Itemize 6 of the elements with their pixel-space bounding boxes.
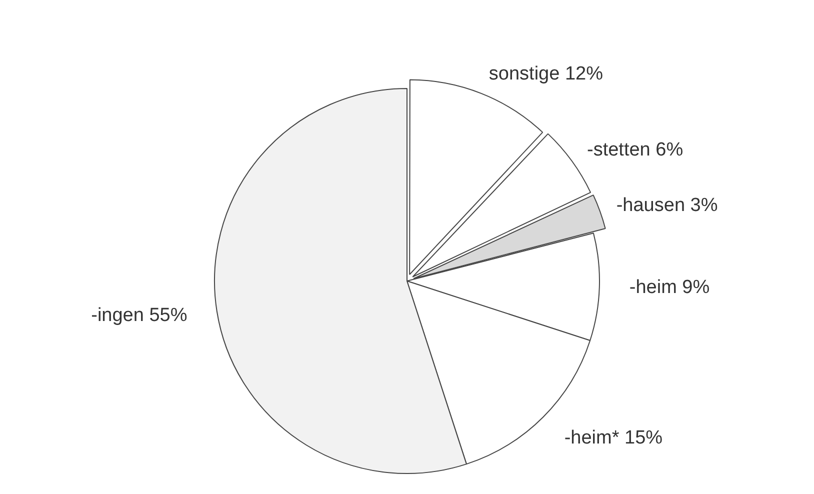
slice-label: -stetten 6% — [587, 139, 684, 160]
slice-label: -ingen 55% — [91, 305, 188, 326]
slice-label: -heim 9% — [629, 277, 710, 298]
slice-label: sonstige 12% — [488, 63, 604, 84]
slice-label: -hausen 3% — [616, 194, 718, 216]
slice-label: -heim* 15% — [564, 428, 663, 449]
